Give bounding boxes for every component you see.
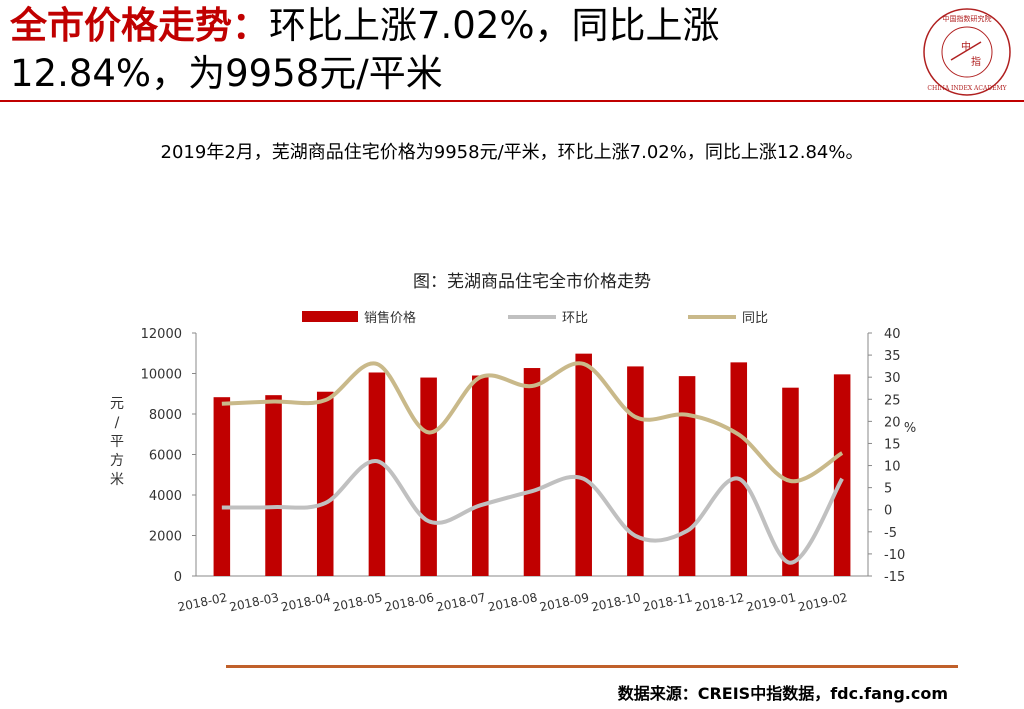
right-tick-label: -15 bbox=[884, 570, 905, 585]
x-tick-label: 2018-07 bbox=[435, 590, 487, 614]
page-title: 全市价格走势：环比上涨7.02%，同比上涨 12.84%，为9958元/平米 bbox=[10, 2, 910, 98]
logo-top-text: 中国指数研究院 bbox=[943, 14, 992, 23]
x-tick-label: 2018-04 bbox=[280, 590, 332, 614]
bar-2018-10 bbox=[627, 366, 644, 576]
logo-bottom-text: CHINA INDEX ACADEMY bbox=[927, 85, 1007, 92]
source-divider bbox=[226, 665, 958, 668]
svg-text:指: 指 bbox=[971, 55, 981, 68]
summary-text: 2019年2月，芜湖商品住宅价格为9958元/平米，环比上涨7.02%，同比上涨… bbox=[160, 142, 864, 163]
left-tick-label: 0 bbox=[174, 570, 182, 585]
x-tick-label: 2018-08 bbox=[487, 590, 539, 614]
title-line1: 环比上涨7.02%，同比上涨 bbox=[269, 4, 720, 47]
legend-label-yoy: 同比 bbox=[742, 311, 768, 326]
bar-2018-04 bbox=[316, 391, 334, 576]
x-tick-label: 2018-10 bbox=[590, 590, 642, 614]
right-axis-label: % bbox=[904, 421, 916, 436]
right-tick-label: 35 bbox=[884, 349, 901, 364]
bar-2018-03 bbox=[265, 395, 282, 576]
x-tick-label: 2018-11 bbox=[642, 590, 694, 614]
left-axis-label-char: 元 bbox=[110, 396, 124, 412]
left-tick-label: 6000 bbox=[149, 449, 182, 464]
left-axis-label-char: / bbox=[115, 415, 120, 431]
bar-2018-05 bbox=[368, 372, 386, 576]
left-tick-label: 12000 bbox=[141, 327, 182, 342]
chart-title: 图：芜湖商品住宅全市价格走势 bbox=[413, 272, 651, 292]
x-tick-label: 2018-03 bbox=[228, 590, 280, 614]
bar-2018-07 bbox=[472, 375, 489, 576]
x-tick-label: 2019-02 bbox=[797, 590, 849, 614]
left-tick-label: 10000 bbox=[141, 368, 182, 383]
x-tick-label: 2018-02 bbox=[177, 590, 229, 614]
left-tick-label: 8000 bbox=[149, 408, 182, 423]
china-index-academy-logo: 中 指 中国指数研究院 CHINA INDEX ACADEMY bbox=[923, 8, 1011, 96]
right-tick-label: -5 bbox=[884, 526, 897, 541]
svg-text:中: 中 bbox=[961, 40, 971, 53]
right-tick-label: 25 bbox=[884, 393, 901, 408]
bar-2018-02 bbox=[213, 397, 231, 576]
legend-label-price: 销售价格 bbox=[364, 310, 416, 326]
data-source: 数据来源：CREIS中指数据，fdc.fang.com bbox=[617, 684, 948, 703]
left-axis-label-char: 方 bbox=[110, 453, 124, 469]
x-tick-label: 2018-06 bbox=[383, 590, 435, 614]
bar-2018-08 bbox=[523, 368, 541, 576]
right-tick-label: -10 bbox=[884, 548, 905, 563]
left-axis-label-char: 米 bbox=[110, 472, 124, 488]
title-highlight: 全市价格走势： bbox=[10, 4, 269, 47]
right-tick-label: 15 bbox=[884, 437, 901, 452]
right-tick-label: 40 bbox=[884, 327, 901, 342]
x-tick-label: 2019-01 bbox=[745, 590, 797, 614]
series-line-mom bbox=[221, 459, 844, 565]
title-line2: 12.84%，为9958元/平米 bbox=[10, 52, 443, 95]
title-divider bbox=[0, 100, 1024, 102]
x-tick-label: 2018-12 bbox=[693, 590, 745, 614]
left-tick-label: 4000 bbox=[149, 489, 182, 504]
bar-2018-12 bbox=[730, 362, 748, 576]
x-tick-label: 2018-05 bbox=[332, 590, 384, 614]
series-line-yoy bbox=[221, 361, 844, 484]
bar-2018-11 bbox=[678, 376, 696, 576]
legend-label-mom: 环比 bbox=[562, 311, 588, 326]
right-tick-label: 0 bbox=[884, 504, 892, 519]
right-tick-label: 20 bbox=[884, 415, 901, 430]
x-tick-label: 2018-09 bbox=[538, 590, 590, 614]
right-tick-label: 5 bbox=[884, 482, 892, 497]
left-axis-label-char: 平 bbox=[110, 434, 124, 450]
bar-2019-02 bbox=[833, 374, 851, 576]
right-tick-label: 30 bbox=[884, 371, 901, 386]
bar-2018-09 bbox=[575, 353, 592, 576]
legend-swatch-price bbox=[302, 311, 358, 322]
bar-2018-06 bbox=[420, 377, 437, 576]
right-tick-label: 10 bbox=[884, 460, 901, 475]
left-tick-label: 2000 bbox=[149, 530, 182, 545]
